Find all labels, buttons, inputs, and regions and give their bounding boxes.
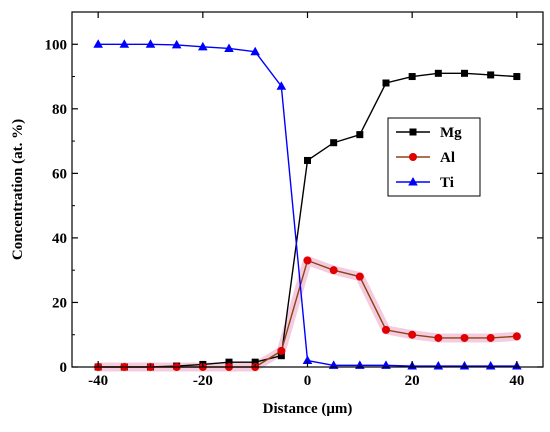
y-tick-label: 40 — [52, 231, 67, 247]
al-data-point — [512, 332, 521, 341]
legend-label-al: Al — [440, 150, 455, 166]
mg-data-point — [330, 139, 338, 147]
mg-series-line — [98, 72, 517, 368]
ti-data-point — [433, 361, 444, 370]
mg-data-point — [251, 358, 259, 366]
ti-data-point — [224, 43, 234, 52]
y-tick-label: 80 — [52, 102, 67, 118]
axis-ticks: -40 -20 0 20 40 0 20 40 60 80 100 — [45, 12, 543, 389]
al-data-point — [355, 272, 364, 281]
y-axis-title: Concentration (at. %) — [10, 119, 26, 260]
ti-data-point — [198, 41, 208, 51]
legend-label-mg: Mg — [440, 125, 462, 141]
x-tick-label: -40 — [88, 373, 108, 389]
legend-marker-ti — [408, 177, 418, 186]
y-tick-label: 20 — [52, 295, 67, 311]
al-data-point — [277, 346, 286, 355]
ti-data-point — [250, 46, 260, 56]
ti-data-point — [302, 355, 313, 365]
legend: Mg Al Ti — [387, 117, 481, 197]
al-data-point — [303, 256, 312, 265]
ti-data-point — [119, 39, 130, 48]
mg-data-point — [461, 69, 468, 77]
al-data-point — [486, 333, 495, 342]
mg-data-point — [225, 358, 233, 366]
mg-data-point — [408, 73, 416, 81]
ti-data-point — [485, 361, 496, 370]
al-data-point — [408, 330, 417, 339]
legend-label-ti: Ti — [440, 175, 454, 191]
ti-series-line — [98, 43, 517, 367]
series-lines — [98, 43, 517, 368]
mg-data-point — [356, 131, 364, 139]
mg-data-point — [434, 69, 442, 77]
al-data-point — [434, 333, 443, 342]
al-data-point — [382, 325, 390, 334]
y-tick-label: 100 — [45, 37, 68, 53]
mg-data-point — [277, 352, 285, 360]
ti-data-point — [276, 81, 287, 90]
x-tick-label: 0 — [304, 373, 312, 389]
ti-data-point — [93, 39, 103, 48]
al-data-point — [329, 266, 338, 275]
series-markers — [93, 39, 522, 371]
y-tick-label: 60 — [52, 166, 67, 182]
mg-data-point — [304, 156, 311, 164]
legend-marker-mg — [409, 128, 417, 136]
x-axis-title: Distance (μm) — [263, 401, 353, 417]
ti-data-point — [145, 39, 156, 48]
al-series-highlight — [93, 256, 522, 372]
ti-data-point — [171, 39, 182, 49]
x-tick-label: -20 — [193, 373, 213, 389]
x-tick-label: 40 — [509, 373, 524, 389]
highlight-layer — [93, 256, 522, 372]
y-tick-label: 0 — [60, 360, 68, 376]
al-data-point — [460, 333, 469, 342]
mg-data-point — [382, 79, 390, 87]
legend-marker-al — [409, 153, 417, 161]
mg-data-point — [487, 71, 495, 79]
x-tick-label: 20 — [405, 373, 420, 389]
ti-data-point — [381, 360, 391, 369]
mg-data-point — [513, 73, 521, 81]
